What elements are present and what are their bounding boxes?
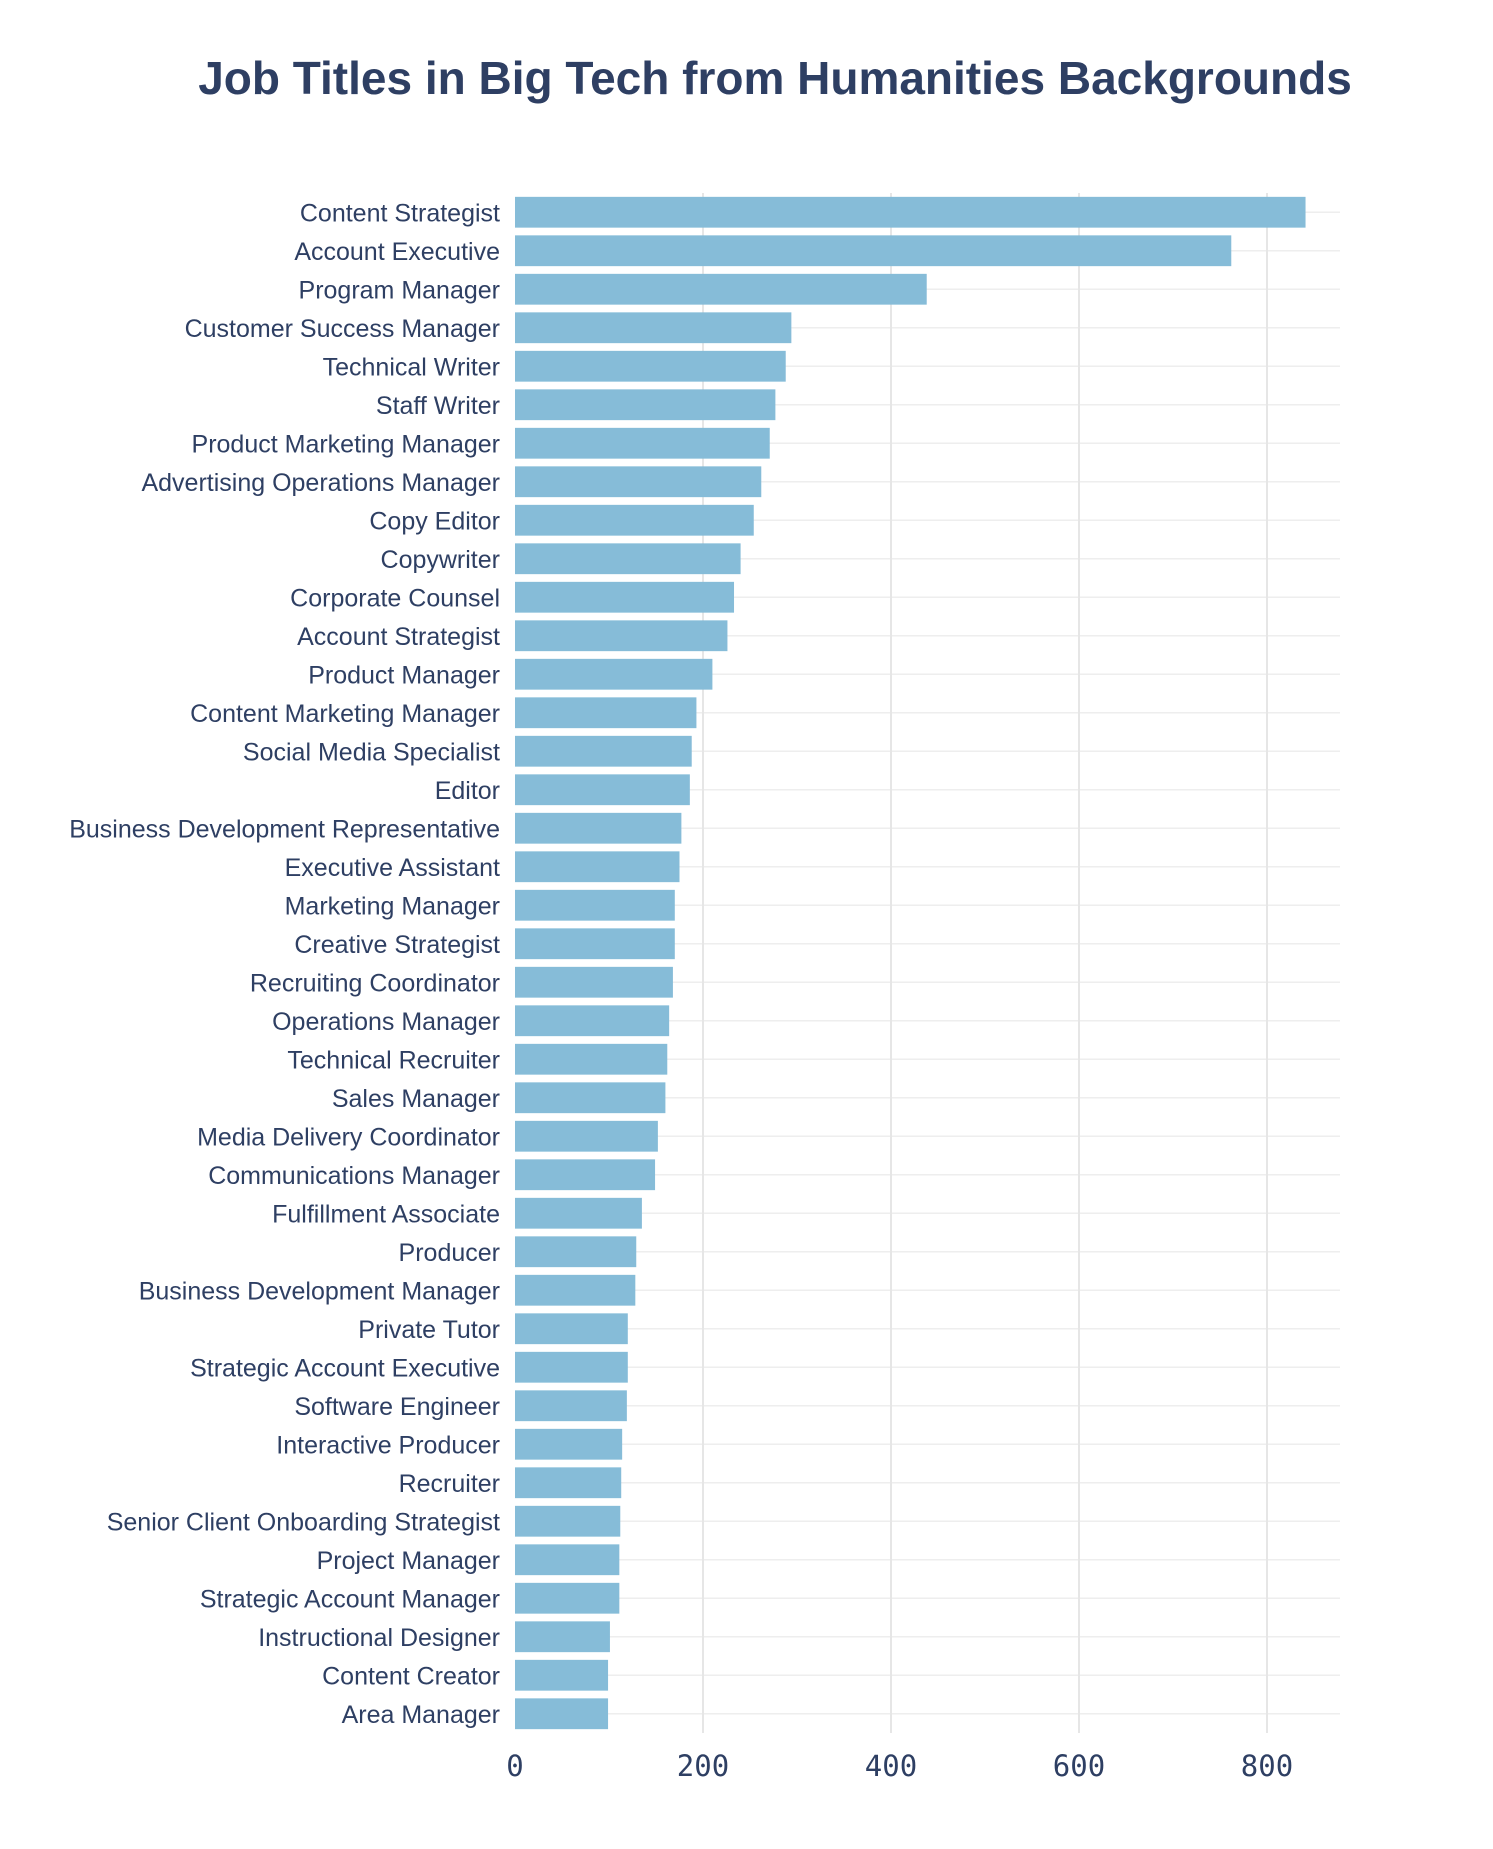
category-label: Copywriter [381,546,500,574]
bar[interactable] [515,1005,670,1037]
bar[interactable] [515,774,690,806]
bar[interactable] [515,1351,628,1383]
category-label: Instructional Designer [258,1624,500,1652]
category-label: Creative Strategist [294,931,500,959]
category-label: Product Manager [308,661,500,689]
category-label: Copy Editor [369,507,500,535]
bar[interactable] [515,1043,668,1075]
category-label: Interactive Producer [276,1431,500,1459]
x-tick-label: 0 [506,1749,523,1783]
x-tick-label: 200 [677,1749,729,1783]
bar[interactable] [515,1621,610,1653]
category-label: Recruiting Coordinator [250,969,500,997]
category-label: Strategic Account Manager [200,1585,500,1613]
category-label: Business Development Representative [69,815,500,843]
category-label: Media Delivery Coordinator [197,1123,500,1151]
bar[interactable] [515,851,680,883]
category-label: Software Engineer [294,1393,500,1421]
category-label: Project Manager [317,1547,500,1575]
bar[interactable] [515,620,728,652]
x-axis-ticks: 0 200 400 600 800 [506,1749,1293,1783]
bar[interactable] [515,389,776,421]
bar[interactable] [515,273,927,305]
bar[interactable] [515,1659,609,1691]
bar[interactable] [515,889,675,921]
category-label: Recruiter [399,1470,500,1498]
bar[interactable] [515,504,754,536]
bar[interactable] [515,235,1232,267]
category-label: Product Marketing Manager [192,430,500,458]
x-tick-label: 800 [1241,1749,1293,1783]
bar[interactable] [515,1197,642,1229]
bar[interactable] [515,581,735,613]
category-label: Staff Writer [376,392,500,420]
bars [515,196,1306,1730]
bar[interactable] [515,1313,628,1345]
category-label: Private Tutor [358,1316,500,1344]
bar[interactable] [515,1236,637,1268]
bar[interactable] [515,350,786,382]
category-label: Fulfillment Associate [272,1200,500,1228]
bar[interactable] [515,1274,636,1306]
bar[interactable] [515,1582,620,1614]
bar[interactable] [515,543,741,575]
category-label: Area Manager [342,1701,500,1729]
category-label: Executive Assistant [285,854,500,882]
bar[interactable] [515,427,770,459]
category-labels: Content Strategist Account Executive Progr… [69,199,500,1729]
bar[interactable] [515,928,675,960]
bar[interactable] [515,1082,666,1114]
category-label: Senior Client Onboarding Strategist [107,1508,500,1536]
x-tick-label: 400 [865,1749,917,1783]
x-tick-label: 600 [1053,1749,1105,1783]
category-label: Social Media Specialist [243,738,500,766]
bar[interactable] [515,658,713,690]
gridlines [515,193,1340,1733]
category-label: Strategic Account Executive [190,1354,500,1382]
category-label: Account Executive [294,238,500,266]
category-label: Content Marketing Manager [190,700,500,728]
bar[interactable] [515,466,762,498]
category-label: Advertising Operations Manager [141,469,500,497]
category-label: Corporate Counsel [290,584,500,612]
category-label: Business Development Manager [139,1277,500,1305]
category-label: Sales Manager [332,1085,500,1113]
category-label: Account Strategist [297,623,500,651]
category-label: Customer Success Manager [185,315,500,343]
bar[interactable] [515,966,673,998]
bar[interactable] [515,1544,620,1576]
category-label: Technical Writer [323,353,500,381]
bar[interactable] [515,1120,658,1152]
bar[interactable] [515,697,697,729]
category-label: Producer [399,1239,500,1267]
bar[interactable] [515,812,682,844]
category-label: Technical Recruiter [287,1046,500,1074]
category-label: Content Strategist [300,199,500,227]
bar[interactable] [515,735,692,767]
category-label: Marketing Manager [285,892,500,920]
bar[interactable] [515,1698,609,1730]
bar[interactable] [515,1467,622,1499]
category-label: Content Creator [322,1662,500,1690]
bar[interactable] [515,1428,623,1460]
bar[interactable] [515,1159,656,1191]
bar[interactable] [515,1505,621,1537]
category-label: Editor [435,777,500,805]
bar[interactable] [515,196,1306,228]
category-label: Program Manager [299,276,500,304]
category-label: Operations Manager [272,1008,500,1036]
category-label: Communications Manager [208,1162,500,1190]
chart-title: Job Titles in Big Tech from Humanities B… [198,52,1352,104]
bar[interactable] [515,312,792,344]
bar[interactable] [515,1390,627,1422]
